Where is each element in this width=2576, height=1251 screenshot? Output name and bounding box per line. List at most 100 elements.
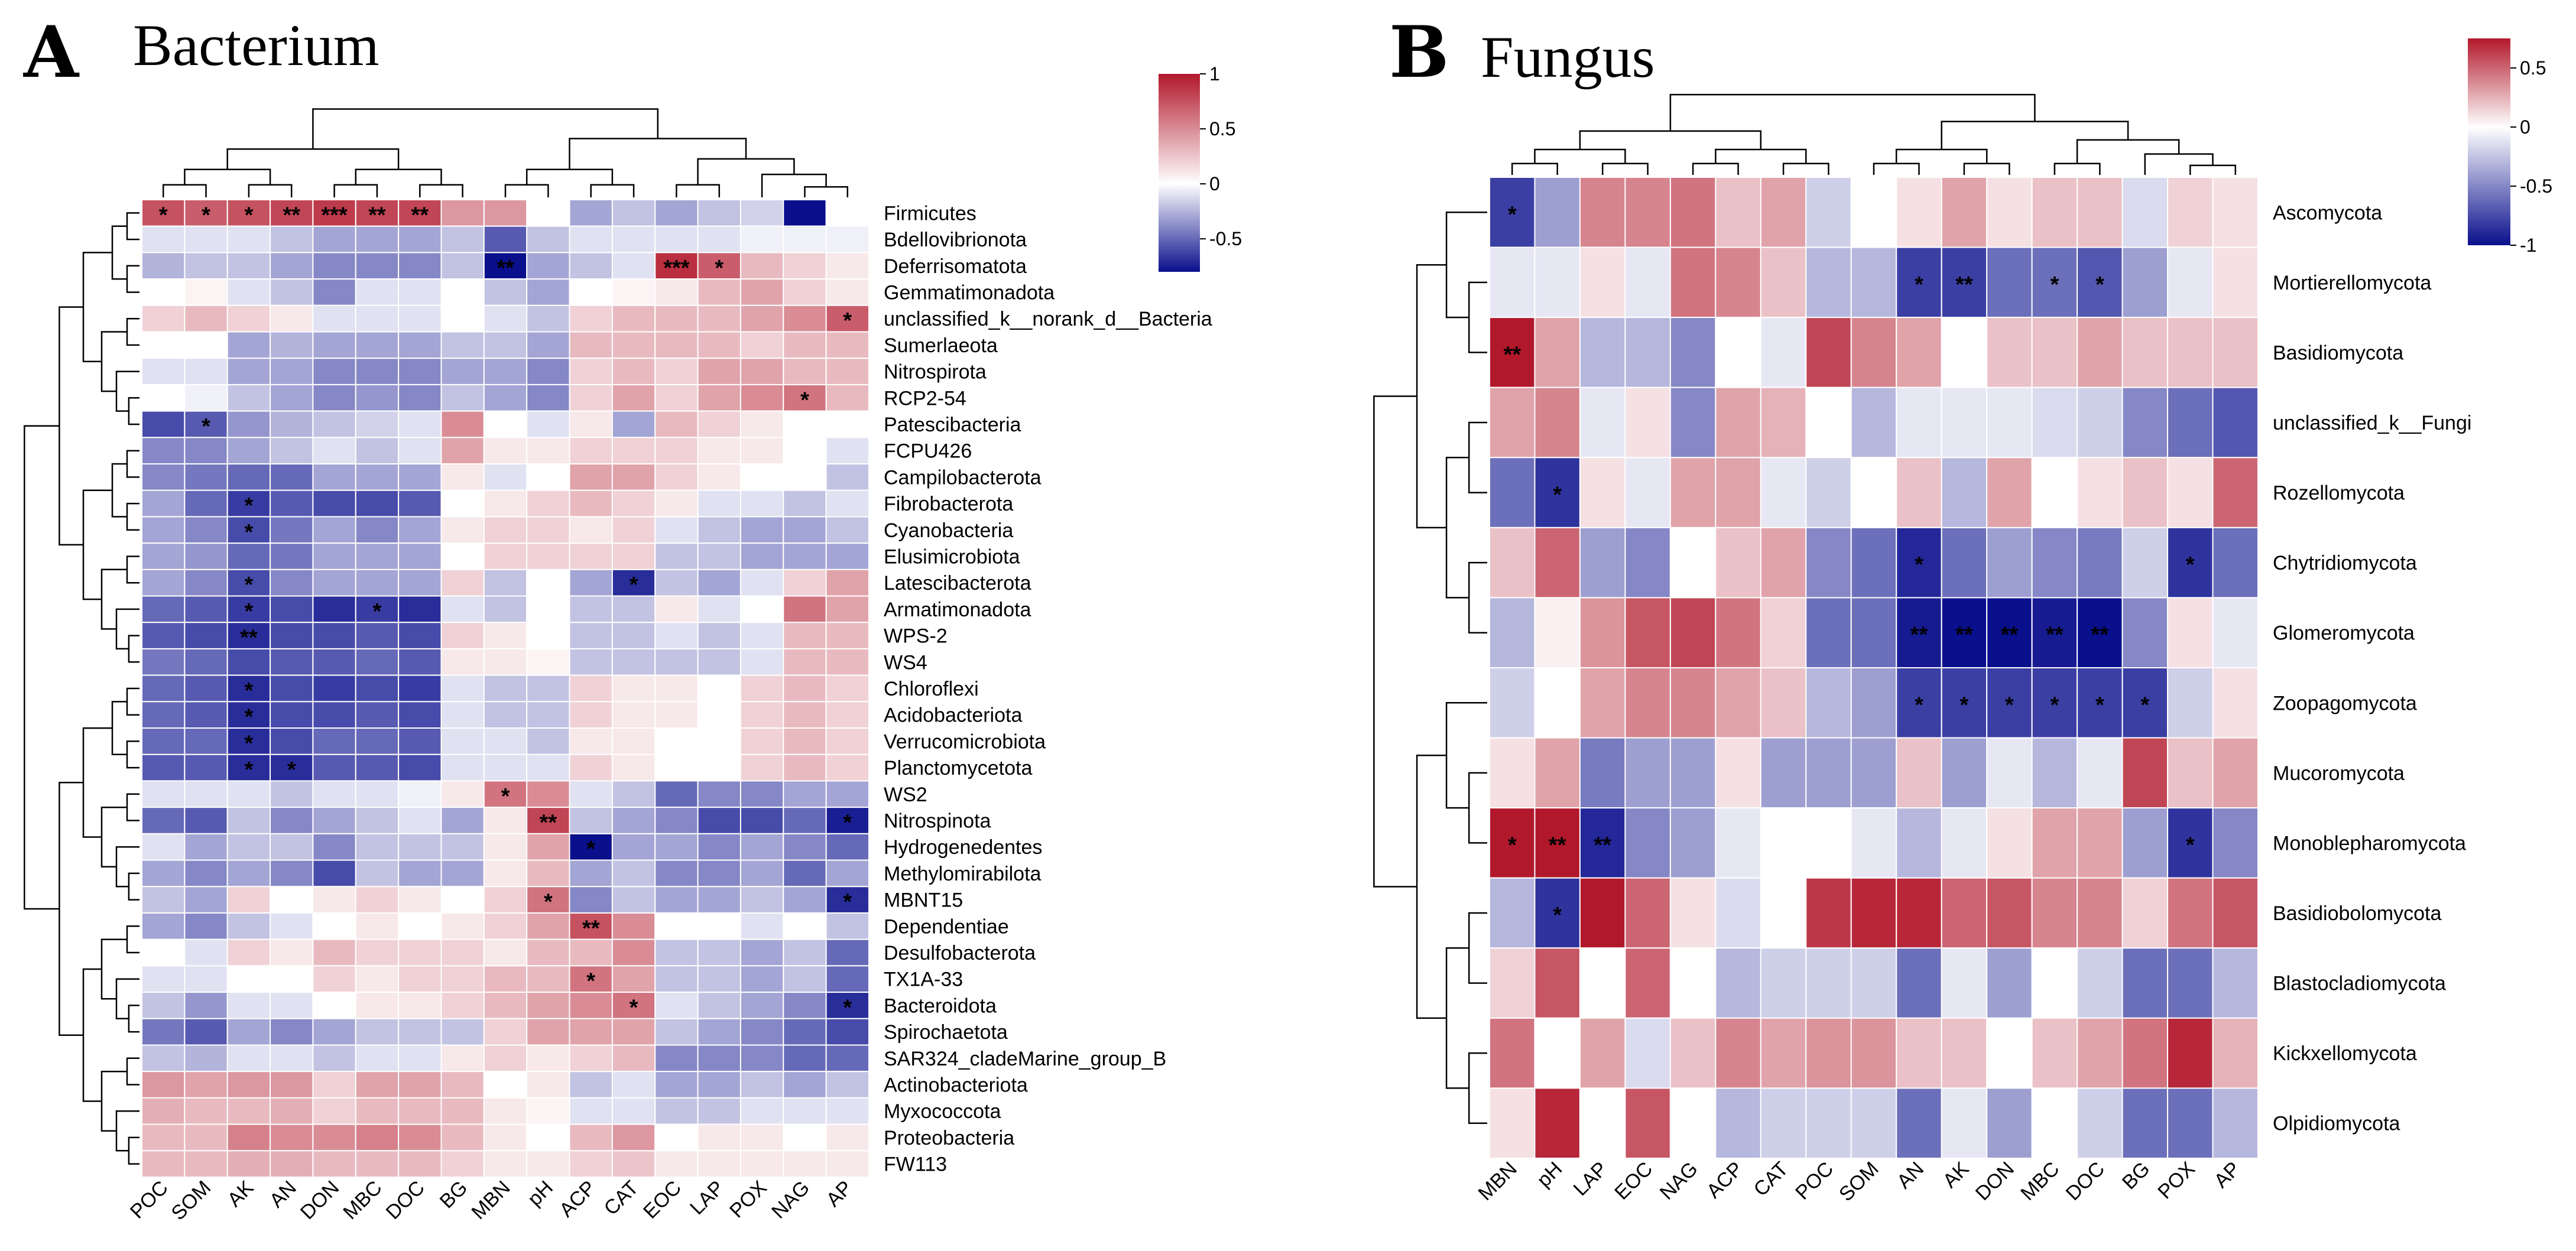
heatmap-cell-basidiomycota-mbn	[1489, 317, 1536, 388]
heatmap-cell-patescibacteria-acp	[569, 410, 613, 438]
heatmap-cell-kickxellomycota-lap	[1579, 1017, 1626, 1089]
heatmap-cell-zoopagomycota-ak	[1941, 667, 1988, 739]
row-dendrogram-branch	[128, 872, 139, 901]
heatmap-cell-sumerlaeota-ap	[825, 331, 870, 359]
heatmap-cell-wps-2-ph	[526, 622, 570, 649]
heatmap-cell-olpidiomycota-ph	[1534, 1087, 1581, 1159]
heatmap-cell-bacteroidota-an	[270, 992, 314, 1019]
row-label-basidiomycota: Basidiomycota	[2273, 342, 2403, 364]
significance-mark: *	[1915, 693, 1923, 717]
heatmap-cell-bacteroidota-bg	[440, 992, 485, 1019]
heatmap-cell-patescibacteria-ph	[526, 410, 570, 438]
heatmap-cell-proteobacteria-an	[270, 1123, 314, 1152]
heatmap-cell-tx1a-33-bg	[440, 965, 485, 993]
significance-mark: *	[244, 520, 253, 545]
row-dendrogram-branch	[82, 252, 112, 363]
heatmap-cell-olpidiomycota-mbn	[1489, 1087, 1536, 1159]
heatmap-cell-nitrospirota-ap	[825, 358, 870, 385]
significance-mark: *	[202, 414, 210, 439]
heatmap-cell-desulfobacterota-acp	[569, 938, 613, 967]
heatmap-cell-chytridiomycota-pox	[2167, 527, 2214, 599]
row-dendrogram-branch	[128, 397, 139, 425]
heatmap-cell-actinobacteriota-pox	[739, 1071, 784, 1099]
heatmap-cell-blastocladiomycota-poc	[1805, 947, 1852, 1019]
row-label-ws4: WS4	[884, 651, 927, 674]
heatmap-cell-nitrospirota-ak	[226, 358, 271, 385]
row-label-tx1a-33: TX1A-33	[884, 969, 963, 991]
heatmap-cell-latescibacterota-eoc	[654, 568, 699, 597]
heatmap-cell-desulfobacterota-pox	[739, 938, 784, 967]
column-label-poc: POC	[1791, 1158, 1838, 1204]
column-dendrogram-branch	[419, 184, 463, 197]
heatmap-cell-rozellomycota-don	[1986, 457, 2033, 528]
heatmap-cell-chloroflexi-ph	[526, 674, 570, 703]
heatmap-cell-acidobacteriota-ph	[526, 701, 570, 729]
heatmap-cell-deferrisomatota-bg	[440, 252, 485, 280]
heatmap-cell-zoopagomycota-nag	[1669, 667, 1717, 739]
row-dendrogram-branch	[126, 555, 139, 584]
column-label-bg: BG	[436, 1177, 472, 1213]
heatmap-cell-glomeromycota-nag	[1669, 597, 1717, 668]
heatmap-cell-nitrospinota-mbc	[355, 807, 400, 834]
heatmap-cell-chytridiomycota-lap	[1579, 527, 1626, 599]
row-dendrogram-branch	[100, 938, 127, 1000]
heatmap-cell-fibrobacterota-poc	[141, 489, 186, 518]
heatmap-cell-patescibacteria-bg	[440, 410, 485, 438]
panel-b-colorbar: 0.5 0 -0.5 -1	[2468, 38, 2552, 256]
heatmap-cell-gemmatimonadota-nag	[783, 278, 827, 306]
heatmap-cell-chloroflexi-nag	[783, 674, 827, 703]
heatmap-cell-tx1a-33-an	[270, 965, 314, 993]
heatmap-cell-desulfobacterota-cat	[611, 938, 656, 967]
column-label-cat: CAT	[600, 1177, 643, 1220]
heatmap-cell-chloroflexi-don	[312, 674, 356, 703]
row-dendrogram-branch	[82, 727, 112, 838]
heatmap-cell-mortierellomycota-ap	[2212, 246, 2259, 319]
heatmap-cell-methylomirabilota-acp	[569, 859, 613, 888]
heatmap-cell-armatimonadota-som	[184, 595, 228, 623]
heatmap-cell-basidiomycota-acp	[1715, 317, 1761, 388]
heatmap-cell-tx1a-33-poc	[141, 965, 186, 993]
heatmap-cell-basidiobolomycota-ph	[1534, 877, 1581, 949]
heatmap-cell-proteobacteria-lap	[697, 1123, 741, 1152]
significance-mark: **	[1955, 272, 1973, 297]
heatmap-cell-bacteroidota-eoc	[654, 992, 699, 1019]
row-label-firmicutes: Firmicutes	[884, 202, 976, 225]
heatmap-cell-ascomycota-don	[1986, 177, 2033, 248]
heatmap-cell-bacteroidota-cat	[611, 992, 656, 1019]
heatmap-cell-firmicutes-eoc	[654, 199, 699, 227]
heatmap-cell-proteobacteria-som	[184, 1123, 228, 1152]
heatmap-cell-patescibacteria-don	[312, 410, 356, 438]
heatmap-cell-gemmatimonadota-pox	[739, 278, 784, 306]
heatmap-cell-blastocladiomycota-ak	[1941, 947, 1988, 1019]
heatmap-cell-ws2-an	[270, 780, 314, 808]
heatmap-cell-mortierellomycota-nag	[1669, 246, 1717, 319]
heatmap-cell-planctomycetota-pox	[739, 753, 784, 782]
heatmap-cell-sumerlaeota-nag	[783, 331, 827, 359]
row-dendrogram-branch	[126, 793, 139, 821]
heatmap-cell-wps-2-an	[270, 622, 314, 649]
heatmap-cell-mucoromycota-mbc	[2031, 737, 2078, 809]
heatmap-cell-elusimicrobiota-ak	[226, 542, 271, 570]
heatmap-cell-spirochaetota-lap	[697, 1018, 741, 1046]
heatmap-cell-basidiomycota-poc	[1805, 317, 1852, 388]
heatmap-cell-sar324-clademarine-group-b-an	[270, 1044, 314, 1073]
heatmap-cell-monoblepharomycota-acp	[1715, 807, 1761, 879]
heatmap-cell-blastocladiomycota-cat	[1760, 947, 1807, 1019]
heatmap-cell-bdellovibrionota-ph	[526, 225, 570, 254]
heatmap-cell-fcpu426-bg	[440, 437, 485, 465]
heatmap-cell-rcp2-54-acp	[569, 384, 613, 412]
column-label-ph: pH	[523, 1177, 557, 1211]
heatmap-cell-ws4-cat	[611, 648, 656, 676]
heatmap-cell-myxococcota-eoc	[654, 1097, 699, 1125]
heatmap-cell-methylomirabilota-bg	[440, 859, 485, 888]
heatmap-cell-mbnt15-doc	[398, 886, 442, 914]
significance-mark: *	[2186, 833, 2195, 857]
heatmap-cell-unclassified-k-fungi-bg	[2121, 386, 2169, 459]
heatmap-cell-campilobacterota-mbn	[483, 463, 528, 491]
heatmap-cell-monoblepharomycota-ak	[1941, 807, 1988, 879]
heatmap-cell-nitrospinota-bg	[440, 807, 485, 834]
heatmap-cell-zoopagomycota-som	[1850, 667, 1897, 739]
heatmap-cell-methylomirabilota-don	[312, 859, 356, 888]
column-label-doc: DOC	[2062, 1158, 2109, 1205]
heatmap-cell-glomeromycota-ph	[1534, 597, 1581, 668]
